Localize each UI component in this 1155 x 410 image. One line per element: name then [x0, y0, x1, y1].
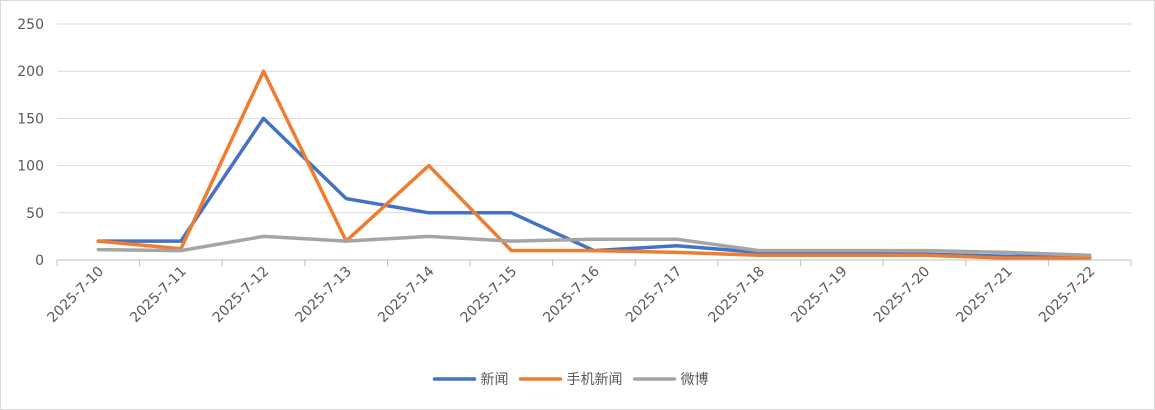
x-tick-label: 2025-7-10 [45, 264, 108, 327]
series-line-2 [96, 234, 1092, 258]
y-axis-ticks: 0 50 100 150 200 250 [17, 17, 44, 269]
legend-label: 微博 [681, 371, 709, 388]
y-tick-label: 0 [35, 253, 44, 269]
x-tick-label: 2025-7-13 [292, 264, 355, 327]
series-line-0 [96, 116, 1092, 259]
x-tick-label: 2025-7-21 [953, 264, 1016, 327]
x-tick-label: 2025-7-22 [1036, 264, 1099, 327]
y-tick-label: 250 [17, 17, 44, 33]
x-tick-label: 2025-7-19 [788, 264, 851, 327]
x-tick-label: 2025-7-20 [871, 264, 934, 327]
x-tick-label: 2025-7-18 [706, 264, 769, 327]
y-tick-label: 150 [17, 111, 44, 127]
x-tick-label: 2025-7-15 [458, 264, 521, 327]
legend: 新闻 手机新闻 微博 [432, 371, 709, 388]
x-tick-label: 2025-7-11 [127, 264, 190, 327]
series-lines [96, 69, 1092, 260]
x-tick-label: 2025-7-12 [210, 264, 273, 327]
legend-label: 新闻 [481, 372, 509, 388]
series-line-1 [96, 69, 1092, 260]
gridlines [57, 23, 1131, 214]
legend-label: 手机新闻 [567, 372, 623, 388]
y-tick-label: 50 [26, 206, 44, 222]
x-tick-label: 2025-7-16 [540, 263, 603, 326]
x-tick-label: 2025-7-14 [375, 263, 438, 326]
y-tick-label: 200 [17, 64, 44, 80]
x-tick-label: 2025-7-17 [623, 264, 686, 327]
x-axis: 2025-7-10 2025-7-11 2025-7-12 2025-7-13 2025… [45, 259, 1132, 327]
y-tick-label: 100 [17, 159, 44, 175]
